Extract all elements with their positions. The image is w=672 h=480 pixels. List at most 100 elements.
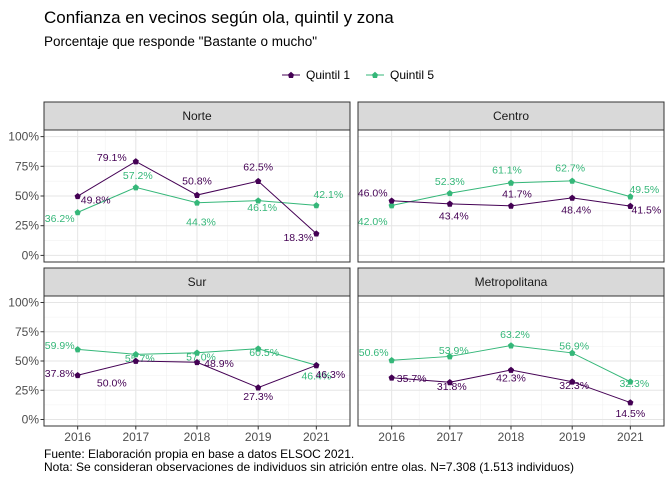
data-point: [255, 345, 262, 352]
data-label: 50.6%: [359, 347, 389, 359]
data-label: 32.3%: [619, 378, 649, 390]
data-point: [74, 346, 81, 353]
series-quintil-5: 59.9%55.7% 57.0% 60.5%46.4%: [45, 340, 331, 383]
data-point: [627, 193, 634, 200]
data-point: [627, 378, 634, 385]
data-label: 48.4%: [561, 204, 591, 216]
y-axis-norte: 0% 25% 50% 75% 100%: [8, 130, 44, 262]
series-quintil-5: 50.6% 53.9% 63.2% 56.9% 32.3%: [359, 329, 649, 390]
data-point: [193, 349, 201, 356]
data-label: 18.3%: [283, 232, 313, 244]
x-tick-label: 2016: [378, 430, 405, 444]
data-label: 53.9%: [439, 345, 469, 357]
x-tick-label: 2018: [184, 430, 211, 444]
data-point: [507, 179, 515, 186]
y-tick-label: 0%: [22, 248, 40, 262]
legend: Quintil 1 Quintil 5: [282, 68, 434, 82]
y-tick-label: 50%: [15, 189, 39, 203]
x-tick-label: 2017: [122, 430, 149, 444]
data-point: [388, 197, 395, 204]
data-label: 50.0%: [97, 378, 127, 390]
data-label: 60.5%: [249, 347, 279, 359]
x-tick-label: 2021: [303, 430, 330, 444]
legend-item-quintil-1: Quintil 1: [282, 68, 350, 82]
panel-norte: Norte 36.2% 57.2% 44.3% 46.1% 42.1% 49.8% 79.1%…: [43, 101, 351, 263]
data-point: [193, 191, 201, 198]
y-axes: 0% 25% 50% 75% 100% 0% 25% 50% 75% 100%: [8, 130, 44, 427]
data-label: 62.5%: [243, 162, 273, 174]
series-quintil-5: 42.0% 52.3% 61.1% 62.7% 49.5%: [358, 162, 659, 228]
facet-strip: [43, 101, 351, 131]
data-label: 63.2%: [500, 329, 530, 341]
data-label: 46.4%: [301, 371, 331, 383]
y-tick-label: 50%: [15, 354, 39, 368]
data-point: [132, 184, 139, 191]
data-label: 41.7%: [502, 188, 532, 200]
data-label: 49.8%: [81, 195, 111, 207]
data-point: [313, 362, 320, 369]
facet-strip-label: Metropolitana: [475, 275, 548, 289]
data-point: [569, 194, 576, 201]
data-label: 42.0%: [358, 216, 388, 228]
legend-key-marker: [288, 71, 294, 78]
gridlines: [358, 130, 664, 262]
data-label: 42.3%: [496, 373, 526, 385]
data-point: [255, 177, 262, 185]
data-label: 41.5%: [631, 205, 661, 217]
facet-strip-label: Norte: [182, 109, 212, 123]
x-axis-metropolitana: 2016 2017 2018 2019 2021: [378, 426, 644, 444]
panel-border: [357, 129, 665, 263]
data-point: [193, 358, 201, 366]
panel-metropolitana: Metropolitana 50.6% 53.9% 63.2% 56.9% 32.3% 35…: [357, 267, 665, 427]
data-point: [507, 342, 515, 349]
data-label: 32.3%: [559, 380, 589, 392]
data-point: [388, 202, 395, 209]
legend-label: Quintil 1: [306, 68, 350, 82]
data-point: [446, 189, 453, 197]
data-label: 57.0%: [186, 351, 216, 363]
data-point: [132, 351, 139, 358]
data-point: [132, 357, 139, 364]
data-label: 57.2%: [123, 170, 153, 182]
data-point: [569, 349, 576, 356]
y-tick-label: 100%: [8, 130, 39, 144]
data-point: [446, 353, 453, 360]
caption-note: Nota: Se consideran observaciones de ind…: [44, 460, 574, 474]
data-label: 36.2%: [45, 213, 75, 225]
data-label: 56.9%: [559, 340, 589, 352]
legend-label: Quintil 5: [390, 68, 434, 82]
data-point: [507, 366, 515, 373]
x-tick-label: 2021: [617, 430, 644, 444]
facet-panels: Norte 36.2% 57.2% 44.3% 46.1% 42.1% 49.8% 79.1%…: [43, 101, 665, 427]
data-label: 61.1%: [492, 164, 522, 176]
data-point: [507, 202, 515, 209]
panel-centro: Centro 42.0% 52.3% 61.1% 62.7% 49.5% 46.0% 43.4…: [357, 101, 665, 263]
series-quintil-1: 49.8% 79.1% 50.8% 62.5% 18.3%: [74, 152, 320, 244]
y-tick-label: 75%: [15, 159, 39, 173]
data-label: 35.7%: [397, 373, 427, 385]
data-label: 27.3%: [243, 391, 273, 403]
facet-strip-label: Sur: [188, 275, 207, 289]
data-label: 37.8%: [45, 368, 75, 380]
data-label: 48.9%: [204, 358, 234, 370]
data-point: [132, 158, 139, 165]
series-quintil-5: 36.2% 57.2% 44.3% 46.1% 42.1%: [45, 170, 343, 228]
data-label: 49.5%: [629, 184, 659, 196]
x-axis-sur: 2016 2017 2018 2019 2021: [64, 426, 330, 444]
data-point: [193, 199, 201, 206]
data-label: 46.3%: [315, 369, 345, 381]
data-point: [627, 202, 634, 209]
x-tick-label: 2019: [559, 430, 586, 444]
facet-strip: [357, 267, 665, 297]
chart-title: Confianza en vecinos según ola, quintil …: [44, 8, 394, 27]
data-point: [627, 399, 634, 406]
data-label: 14.5%: [615, 408, 645, 420]
chart-subtitle: Porcentaje que responde "Bastante o much…: [44, 34, 317, 49]
data-label: 62.7%: [555, 162, 585, 174]
data-point: [388, 374, 395, 381]
y-tick-label: 25%: [15, 383, 39, 397]
facet-strip-label: Centro: [493, 109, 529, 123]
data-point: [313, 230, 320, 237]
